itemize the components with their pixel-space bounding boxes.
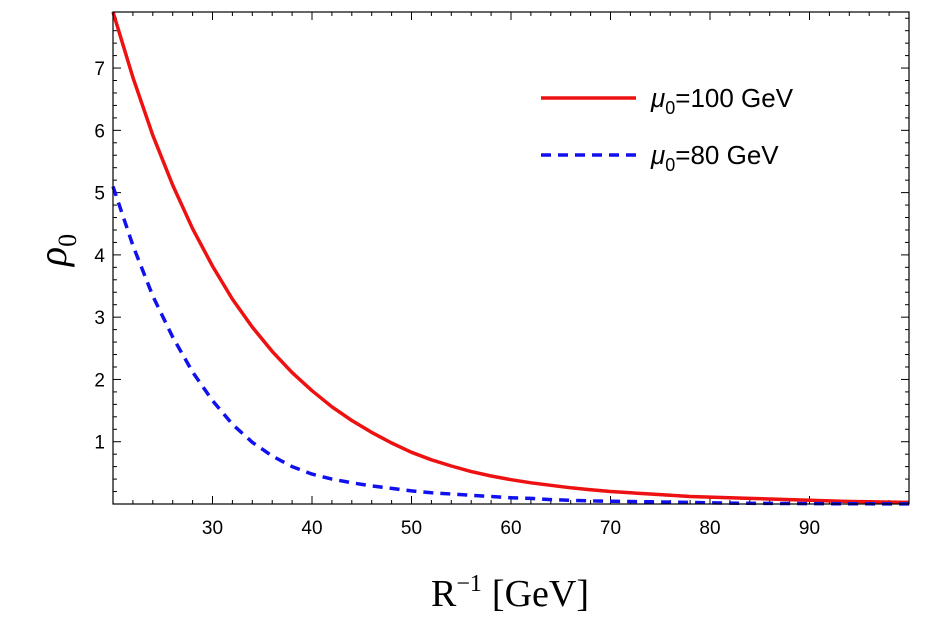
plot-frame — [112, 11, 910, 505]
y-tick-label: 2 — [94, 370, 105, 391]
x-tick-label: 90 — [799, 518, 820, 539]
x-tick-label: 80 — [699, 518, 720, 539]
series-line-0 — [111, 11, 910, 505]
y-tick-label: 1 — [94, 433, 105, 454]
y-tick-label: 7 — [94, 59, 105, 80]
legend-label-0: μ0=100 GeV — [650, 83, 794, 118]
legend-label-1: μ0=80 GeV — [650, 140, 779, 175]
x-tick-label: 60 — [500, 518, 521, 539]
y-tick-label: 6 — [94, 121, 105, 142]
y-tick-label: 5 — [94, 184, 105, 205]
ticks-layer: 30 40 50 60 70 80 90 1 2 3 4 5 6 7 — [94, 12, 910, 539]
y-tick-label: 3 — [94, 308, 105, 329]
x-tick-label: 50 — [401, 518, 422, 539]
series-layer — [111, 11, 910, 506]
legend: μ0=100 GeV μ0=80 GeV — [541, 83, 794, 175]
y-axis-label: ρ0 — [30, 234, 82, 268]
x-tick-label: 30 — [202, 518, 223, 539]
x-tick-label: 70 — [600, 518, 621, 539]
series-line-1 — [111, 185, 909, 506]
x-tick-label: 40 — [301, 518, 322, 539]
x-axis-label: R−1 [GeV] — [431, 571, 589, 615]
y-tick-label: 4 — [94, 246, 105, 267]
